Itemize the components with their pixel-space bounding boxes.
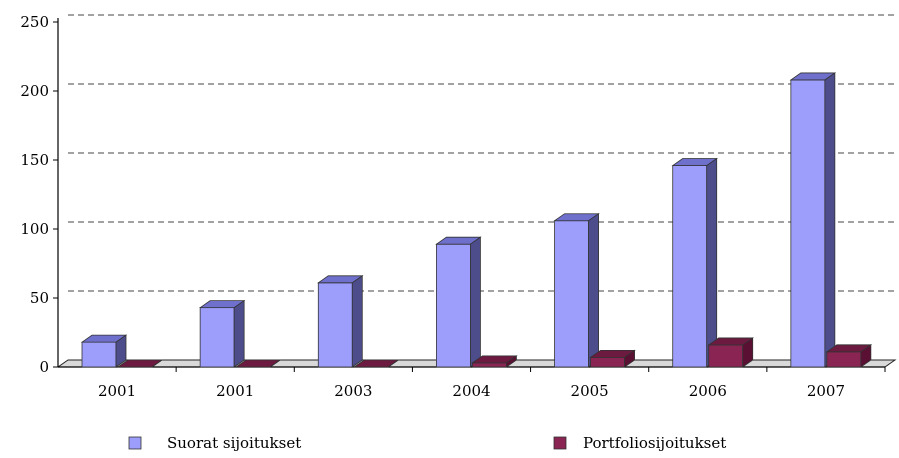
y-tick-label: 200 [20, 82, 49, 100]
y-tick-label: 50 [30, 289, 49, 307]
bar-suorat [435, 236, 482, 368]
bar-suorat [198, 299, 246, 368]
y-tick-label: 150 [20, 151, 49, 169]
legend-label-suorat: Suorat sijoitukset [167, 434, 301, 452]
bars [80, 72, 873, 368]
bar-suorat [789, 72, 837, 368]
bar-suorat [80, 334, 128, 368]
bar-suorat [317, 275, 364, 368]
y-tick-label: 0 [39, 358, 49, 376]
x-tick-label: 2007 [807, 382, 845, 400]
legend-swatch-portfolio [553, 436, 567, 450]
x-tick-label: 2005 [571, 382, 609, 400]
legend: Suorat sijoitukset Portfoliosijoitukset [128, 434, 726, 452]
bar-portfolio [707, 337, 754, 368]
bar-portfolio [471, 355, 518, 368]
x-tick-label: 2003 [334, 382, 372, 400]
x-tick-label: 2001 [216, 382, 254, 400]
bar-portfolio [353, 359, 400, 368]
x-tick-label: 2004 [452, 382, 490, 400]
y-tick-label: 100 [20, 220, 49, 238]
bar-portfolio [589, 349, 636, 368]
x-axis-ticks: 2001 2001 2003 2004 2005 2006 2007 [98, 367, 886, 400]
x-tick-label: 2006 [689, 382, 727, 400]
bar-portfolio [116, 359, 164, 368]
gridlines [68, 14, 895, 361]
bar-suorat [553, 212, 600, 368]
bar-portfolio [825, 344, 873, 368]
bar-portfolio [234, 359, 282, 368]
y-tick-label: 250 [20, 13, 49, 31]
legend-swatch-suorat [128, 436, 142, 450]
bar-suorat [671, 157, 718, 368]
x-tick-label: 2001 [98, 382, 136, 400]
legend-label-portfolio: Portfoliosijoitukset [583, 434, 726, 452]
y-axis-ticks: 0 50 100 150 200 250 [20, 13, 58, 376]
